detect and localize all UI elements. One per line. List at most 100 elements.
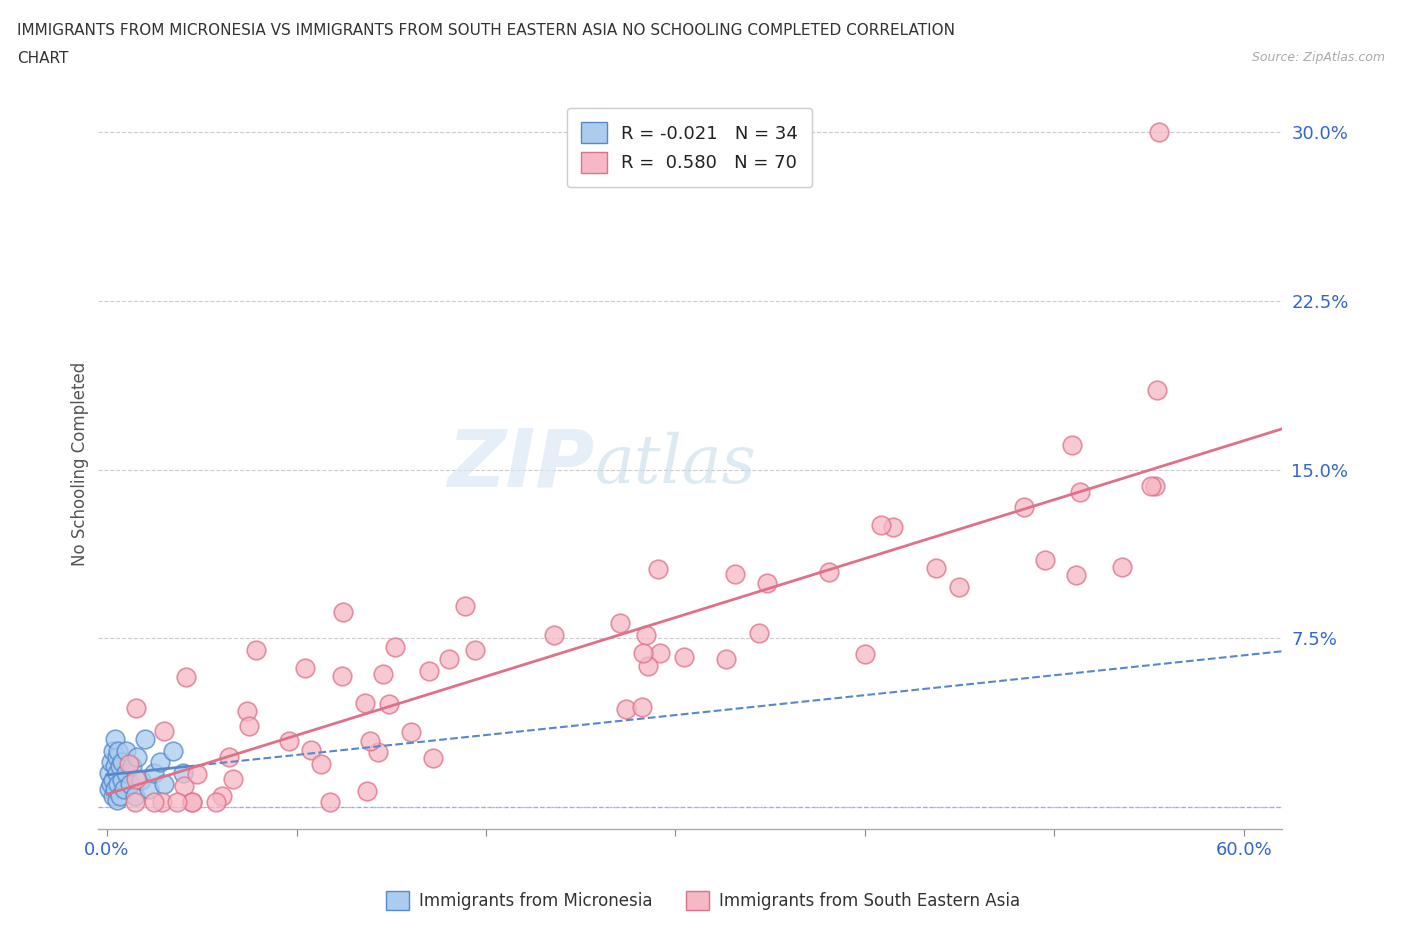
Text: ZIP: ZIP [447,425,595,503]
Point [614,701,637,716]
Point [238,718,260,733]
Point [104,759,127,774]
Point [399,724,422,739]
Text: atlas: atlas [595,432,756,497]
Point [101,743,124,758]
Point [716,652,738,667]
Point [634,628,657,643]
Point [115,743,138,758]
Point [367,745,389,760]
Point [107,743,129,758]
Point [110,789,132,804]
Point [118,757,141,772]
Point [454,599,477,614]
Point [1012,499,1035,514]
Point [150,795,173,810]
Point [205,795,228,810]
Point [100,754,122,769]
Point [186,766,208,781]
Point [101,789,124,804]
Point [319,795,342,810]
Point [1033,553,1056,568]
Point [359,734,381,749]
Point [221,772,243,787]
Point [818,565,841,579]
Point [422,751,444,765]
Point [105,792,128,807]
Point [134,732,156,747]
Point [1143,479,1166,494]
Point [125,700,148,715]
Point [149,754,172,769]
Point [138,781,160,796]
Point [1060,437,1083,452]
Point [354,696,377,711]
Point [124,772,146,787]
Point [1069,485,1091,499]
Point [332,604,354,619]
Point [378,697,401,711]
Point [181,795,204,810]
Point [172,765,194,780]
Point [748,625,770,640]
Point [97,765,120,780]
Point [100,777,122,791]
Point [143,765,166,780]
Y-axis label: No Schooling Completed: No Schooling Completed [72,362,89,566]
Text: IMMIGRANTS FROM MICRONESIA VS IMMIGRANTS FROM SOUTH EASTERN ASIA NO SCHOOLING CO: IMMIGRANTS FROM MICRONESIA VS IMMIGRANTS… [17,23,955,38]
Point [294,660,316,675]
Point [724,566,747,581]
Point [110,759,132,774]
Point [97,781,120,796]
Point [129,773,152,788]
Point [543,628,565,643]
Legend: Immigrants from Micronesia, Immigrants from South Eastern Asia: Immigrants from Micronesia, Immigrants f… [380,884,1026,917]
Point [384,640,406,655]
Point [174,670,197,684]
Point [673,649,696,664]
Point [104,781,127,796]
Point [105,765,128,780]
Point [870,517,893,532]
Point [153,724,176,738]
Point [112,781,135,796]
Point [631,699,654,714]
Point [648,645,671,660]
Point [330,668,353,683]
Point [1147,125,1170,140]
Point [143,795,166,810]
Point [173,778,195,793]
Point [464,643,486,658]
Point [755,576,778,591]
Point [277,734,299,749]
Point [1064,567,1087,582]
Point [609,616,631,631]
Point [1146,383,1168,398]
Point [107,777,129,791]
Point [637,658,659,673]
Point [111,754,134,769]
Point [925,561,948,576]
Point [647,562,669,577]
Point [118,777,141,791]
Point [631,645,654,660]
Text: CHART: CHART [17,51,69,66]
Point [299,742,322,757]
Legend: R = -0.021   N = 34, R =  0.580   N = 70: R = -0.021 N = 34, R = 0.580 N = 70 [567,108,813,187]
Text: Source: ZipAtlas.com: Source: ZipAtlas.com [1251,51,1385,64]
Point [311,756,333,771]
Point [104,732,127,747]
Point [218,750,240,764]
Point [162,743,184,758]
Point [124,795,146,810]
Point [853,647,876,662]
Point [882,520,904,535]
Point [245,643,267,658]
Point [111,773,134,788]
Point [105,750,128,764]
Point [121,759,143,774]
Point [127,750,149,764]
Point [235,704,257,719]
Point [356,784,378,799]
Point [153,777,176,791]
